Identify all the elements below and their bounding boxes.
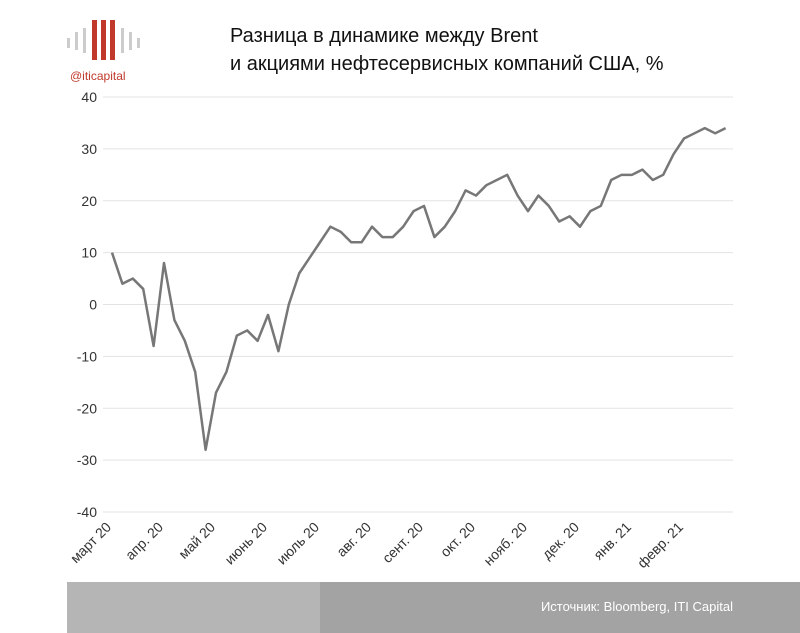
x-tick-label: сент. 20 [379, 519, 426, 566]
x-tick-label: окт. 20 [437, 519, 478, 560]
y-tick-label: 30 [81, 141, 97, 157]
y-tick-label: 20 [81, 193, 97, 209]
x-tick-label: июнь 20 [221, 519, 270, 568]
y-tick-label: 0 [89, 297, 97, 313]
logo-bar [101, 20, 106, 60]
x-tick-label: дек. 20 [539, 519, 583, 563]
footer-bar [320, 582, 800, 633]
logo-bar [121, 28, 124, 53]
logo-bar [137, 38, 140, 48]
x-tick-label: май 20 [175, 519, 218, 562]
x-tick-label: февр. 21 [634, 519, 686, 571]
logo-bar [75, 32, 78, 50]
logo-bar [67, 38, 70, 48]
logo-bar [83, 28, 86, 53]
x-tick-label: янв. 21 [590, 519, 634, 563]
logo-bar [92, 20, 97, 60]
y-tick-label: -10 [77, 348, 97, 364]
x-tick-label: апр. 20 [122, 519, 166, 563]
y-tick-label: -30 [77, 452, 97, 468]
x-tick-label: авг. 20 [333, 519, 374, 560]
y-tick-label: -20 [77, 400, 97, 416]
line-series [110, 126, 727, 451]
x-tick-label: нояб. 20 [480, 519, 530, 569]
logo: @iticapital [67, 20, 140, 83]
x-tick-label: июль 20 [273, 519, 322, 568]
source-note: Источник: Bloomberg, ITI Capital [541, 599, 733, 614]
chart-title: Разница в динамике между Brent [230, 25, 538, 47]
logo-text: @iticapital [70, 69, 126, 83]
y-tick-label: -40 [77, 504, 97, 520]
chart-title: и акциями нефтесервисных компаний США, % [230, 53, 664, 75]
y-tick-label: 10 [81, 245, 97, 261]
x-tick-label: март 20 [67, 519, 114, 566]
logo-bar [110, 20, 115, 60]
y-tick-label: 40 [81, 89, 97, 105]
logo-bar [129, 32, 132, 50]
